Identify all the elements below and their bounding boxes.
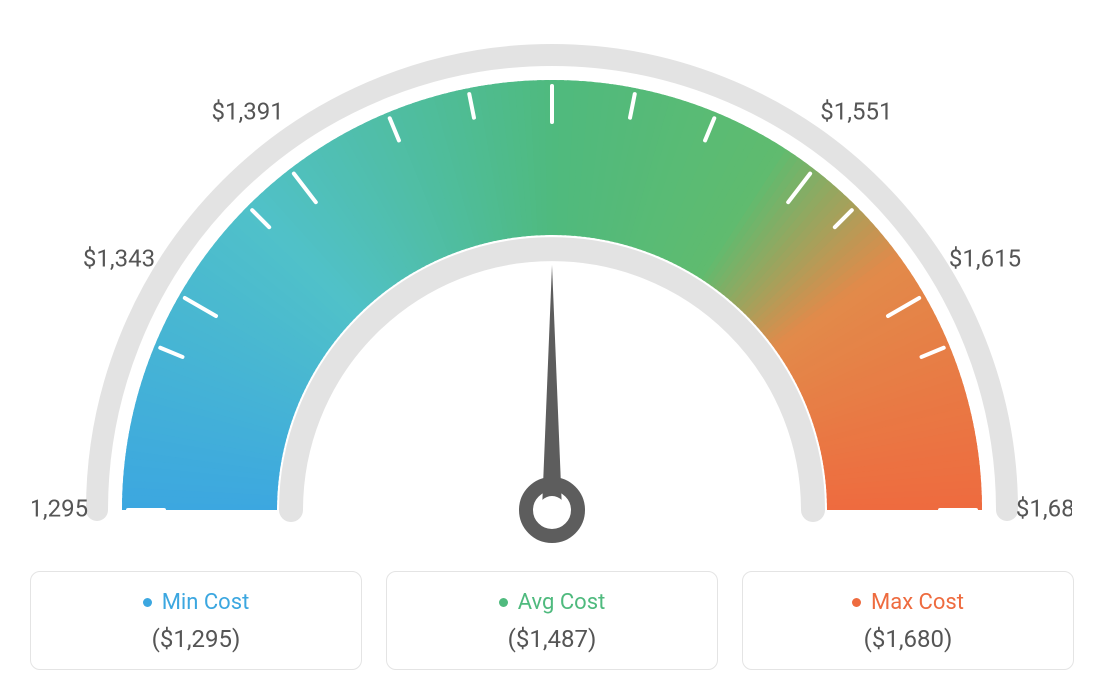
gauge-tick-label: $1,295: [32, 494, 88, 522]
card-title: Max Cost: [871, 590, 964, 615]
card-min-cost: Min Cost ($1,295): [30, 571, 362, 670]
dot-icon: [143, 598, 152, 607]
gauge-tick-label: $1,343: [83, 244, 155, 272]
card-value: ($1,487): [397, 625, 707, 653]
card-max-cost: Max Cost ($1,680): [742, 571, 1074, 670]
card-title: Min Cost: [162, 590, 250, 615]
card-title: Avg Cost: [518, 590, 606, 615]
gauge-tick-label: $1,391: [212, 98, 284, 126]
dot-icon: [499, 598, 508, 607]
gauge-tick-label: $1,487: [516, 20, 588, 22]
stats-cards: Min Cost ($1,295) Avg Cost ($1,487) Max …: [30, 571, 1074, 670]
card-avg-cost: Avg Cost ($1,487): [386, 571, 718, 670]
gauge-tick-label: $1,680: [1016, 494, 1072, 522]
card-value: ($1,680): [753, 625, 1063, 653]
card-value: ($1,295): [41, 625, 351, 653]
cost-gauge: $1,295 $1,343 $1,391 $1,487 $1,551 $1,615 $1,6…: [32, 20, 1072, 560]
gauge-tick-label: $1,551: [820, 98, 892, 126]
gauge-tick-label: $1,615: [949, 244, 1021, 272]
dot-icon: [852, 598, 861, 607]
